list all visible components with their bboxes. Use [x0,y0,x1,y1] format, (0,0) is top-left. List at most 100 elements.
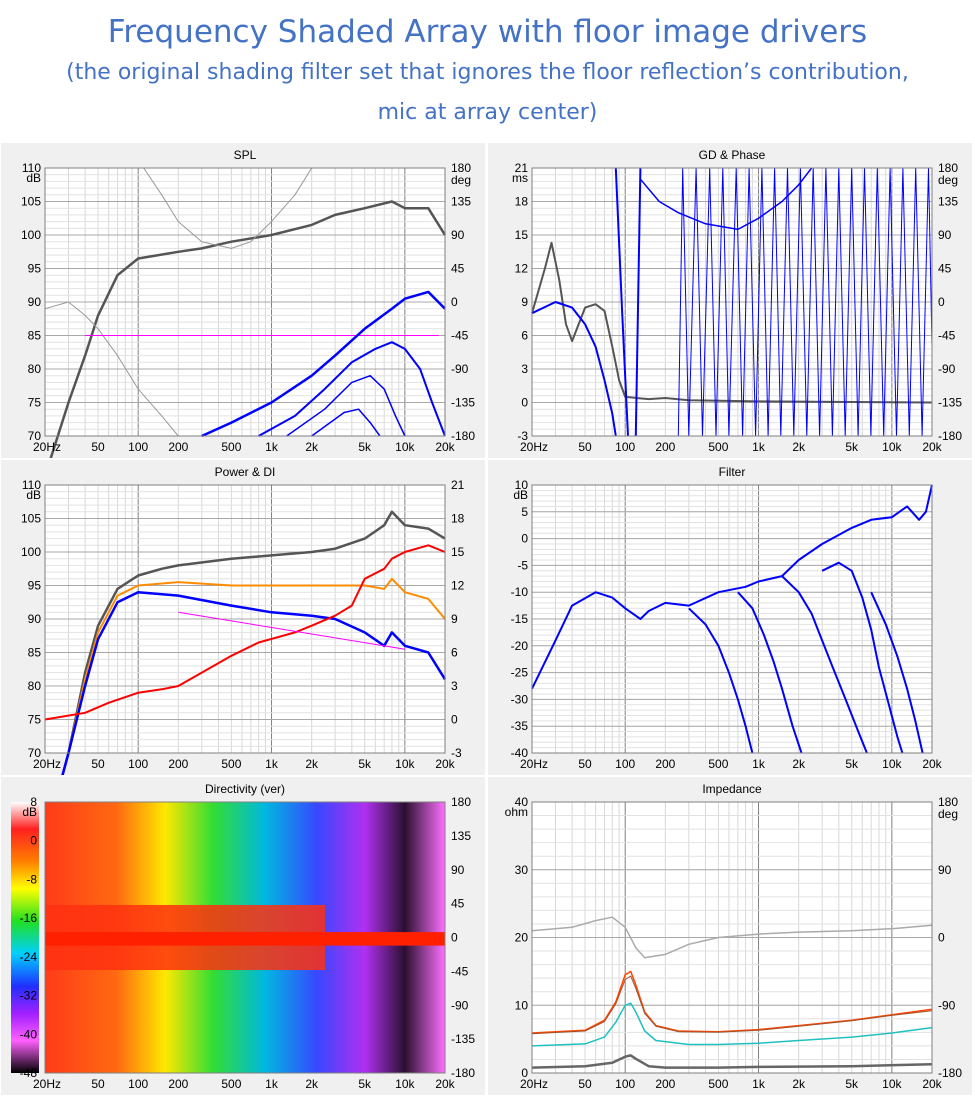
y2-tick-label: -3 [451,746,462,760]
y2-tick-label: 135 [938,195,958,209]
x-tick-label: 20Hz [33,440,61,454]
y-tick-label: 30 [515,863,529,877]
x-tick-label: 200 [655,440,675,454]
y2-tick-label: 90 [938,863,952,877]
y2-tick-label: 135 [451,195,471,209]
y2-tick-label: 21 [451,478,465,492]
y2-tick-label: -90 [938,362,956,376]
power_di-series-4 [178,611,405,650]
filter-title: Filter [719,465,746,479]
y2-tick-label: 6 [451,646,458,660]
y2-tick-label: -180 [938,1066,962,1080]
x-tick-label: 500 [221,757,241,771]
impedance-title: Impedance [702,782,762,796]
y-tick-label: 0 [521,396,528,410]
y-tick-label: 15 [515,228,529,242]
y-tick-label: 10 [515,478,529,492]
x-tick-label: 200 [168,1077,188,1091]
y2-tick-label: 0 [938,931,945,945]
y-tick-label: 6 [521,329,528,343]
filter-series-0 [531,484,933,690]
spl-series-4 [201,290,446,438]
x-tick-label: 50 [578,757,592,771]
impedance-frame [531,801,933,1074]
y-tick-label: 9 [521,295,528,309]
x-tick-label: 2k [792,1077,806,1091]
x-tick-label: 1k [752,440,766,454]
x-tick-label: 200 [655,1077,675,1091]
impedance-series-2 [531,975,933,1035]
x-tick-label: 10k [882,440,902,454]
power_di-series-2 [61,590,447,775]
y2-tick-label: 135 [451,829,471,843]
colorbar-tick-label: -32 [20,989,38,1003]
x-tick-label: 20k [922,757,942,771]
x-tick-label: 5k [358,1077,372,1091]
x-tick-label: 20k [435,440,455,454]
y2-tick-label: 18 [451,512,465,526]
y2-tick-label: 45 [938,262,952,276]
x-tick-label: 20k [922,1077,942,1091]
y-unit-label: ms [512,171,528,185]
y-tick-label: -30 [511,692,529,706]
power_di-title: Power & DI [215,465,276,479]
figure-subtitle-line1: (the original shading filter set that ig… [66,60,909,85]
spl-series-1 [44,301,179,437]
power_di-series-3 [44,544,446,721]
y-tick-label: -40 [511,746,529,760]
y2-tick-label: 90 [451,863,465,877]
y2-tick-label: 0 [451,931,458,945]
y-tick-label: 80 [28,679,42,693]
x-tick-label: 5k [845,440,859,454]
filter-series-3 [781,575,868,754]
y-tick-label: -3 [517,429,528,443]
impedance-series-4 [531,1054,933,1069]
x-tick-label: 50 [91,440,105,454]
x-tick-label: 10k [395,440,415,454]
x-tick-label: 10k [395,1077,415,1091]
x-tick-label: 20Hz [33,757,61,771]
y2-unit-label: deg [938,173,958,187]
y2-tick-label: 180 [938,161,958,175]
filter-series-1 [688,607,754,754]
y-unit-label: dB [26,171,41,185]
power_di-series-1 [61,577,446,775]
gd-phase-chart-panel: GD & Phase -3 0 3 6 9 12 15 18 21 ms -180 -135 -90 -45… [488,143,972,458]
y-tick-label: 18 [515,195,529,209]
spl-title: SPL [234,148,257,162]
figure-header: Frequency Shaded Array with floor image … [0,0,975,140]
x-tick-label: 100 [128,440,148,454]
gd_phase-series-2 [614,167,629,437]
y-tick-label: 95 [28,579,42,593]
gd_phase-series-0 [531,241,933,404]
y-tick-label: 3 [521,362,528,376]
y2-tick-label: 180 [938,795,958,809]
gd_phase-title: GD & Phase [699,148,766,162]
y-tick-label: 105 [21,195,41,209]
y2-tick-label: 45 [451,262,465,276]
colorbar-unit-label: dB [22,805,37,819]
y-tick-label: 90 [28,295,42,309]
spl-chart-panel: SPL 70 75 80 85 90 95 100 105 110 dB -180 -135 -90 -45… [1,143,485,458]
colorbar-tick-label: -24 [20,950,38,964]
impedance-series-3 [531,1002,933,1047]
y2-tick-label: -180 [938,429,962,443]
y2-unit-label: deg [938,807,958,821]
y-tick-label: 85 [28,646,42,660]
y-tick-label: 110 [22,161,41,175]
y2-tick-label: 9 [451,612,458,626]
impedance-chart-panel: Impedance 0 10 20 30 40 ohm -180 -90 0 90 180 deg 20H… [488,777,972,1095]
x-tick-label: 20Hz [520,1077,548,1091]
y-unit-label: dB [513,488,528,502]
y2-tick-label: -45 [938,329,956,343]
colorbar-tick-label: 0 [30,834,37,848]
y-tick-label: 75 [28,713,42,727]
y2-tick-label: -45 [451,329,469,343]
x-tick-label: 10k [882,757,902,771]
y-tick-label: 85 [28,329,42,343]
y-tick-label: 75 [28,396,42,410]
y2-tick-label: 90 [938,228,952,242]
x-tick-label: 1k [265,440,279,454]
